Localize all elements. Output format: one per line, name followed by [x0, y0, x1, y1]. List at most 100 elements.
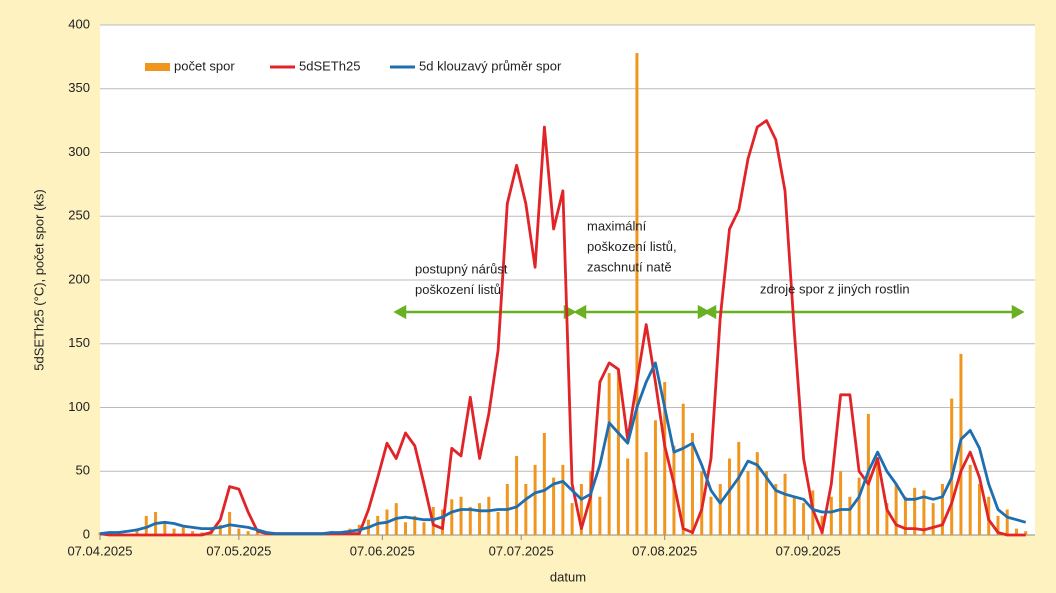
x-tick-label: 07.08.2025 [632, 543, 697, 558]
bar [876, 458, 880, 535]
y-tick-label: 250 [68, 208, 90, 223]
bar [246, 531, 250, 535]
bar [468, 506, 472, 535]
annotation: maximální [587, 218, 647, 233]
bar [403, 522, 407, 535]
bar [839, 471, 843, 535]
bar [765, 471, 769, 535]
bar [940, 484, 944, 535]
bar [376, 515, 380, 535]
y-tick-label: 350 [68, 80, 90, 95]
bar [774, 484, 778, 535]
legend-label: 5dSETh25 [299, 58, 360, 73]
bar [1005, 509, 1009, 535]
bar [663, 382, 667, 535]
y-tick-label: 200 [68, 271, 90, 286]
bar [931, 503, 935, 535]
bar [478, 503, 482, 535]
bar [848, 496, 852, 535]
line [99, 361, 1027, 536]
bar [885, 503, 889, 535]
bar [903, 496, 907, 535]
y-axis-label: 5dSETh25 (°C), počet spor (ks) [31, 189, 46, 371]
x-tick-label: 07.04.2025 [67, 543, 132, 558]
x-tick-label: 07.06.2025 [350, 543, 415, 558]
bar [237, 528, 241, 535]
arrows [393, 304, 1025, 320]
bar [690, 433, 694, 535]
line [99, 119, 1026, 537]
bar [218, 524, 222, 535]
bar [459, 496, 463, 535]
bar [422, 522, 426, 535]
bar [922, 490, 926, 535]
y-tick-label: 0 [83, 526, 90, 541]
bar [737, 441, 741, 535]
y-tick-label: 50 [76, 463, 90, 478]
annotation: poškození listů, [587, 239, 677, 254]
bar [1014, 528, 1018, 535]
bar [515, 455, 519, 535]
bar [589, 471, 593, 535]
bar [552, 477, 556, 535]
annotation: postupný nárůst [415, 261, 508, 276]
bar [487, 496, 491, 535]
bar [533, 464, 537, 535]
bar [561, 464, 565, 535]
bar [829, 496, 833, 535]
bar [144, 515, 148, 535]
bar [977, 484, 981, 535]
bar [450, 499, 454, 535]
y-tick-label: 150 [68, 335, 90, 350]
bar [635, 53, 639, 536]
legend-label: počet spor [174, 58, 235, 73]
bar [857, 477, 861, 535]
x-tick-label: 07.05.2025 [206, 543, 271, 558]
bar [950, 398, 954, 535]
bar [996, 515, 1000, 535]
bar [894, 484, 898, 535]
bar [255, 532, 259, 535]
bar [542, 433, 546, 535]
legend-swatch [145, 63, 170, 71]
bar [709, 496, 713, 535]
legend-label: 5d klouzavý průměr spor [419, 58, 562, 73]
bar [718, 484, 722, 535]
bar [616, 369, 620, 535]
bar [579, 484, 583, 535]
bar [792, 496, 796, 535]
bar [681, 403, 685, 535]
bar [172, 528, 176, 535]
y-tick-label: 400 [68, 16, 90, 31]
bar [598, 496, 602, 535]
bar [607, 373, 611, 535]
bar [413, 515, 417, 535]
bar [746, 471, 750, 535]
x-tick-label: 07.07.2025 [489, 543, 554, 558]
annotation: poškození listů [415, 282, 501, 297]
bar [728, 458, 732, 535]
bar [135, 528, 139, 535]
bar [755, 452, 759, 535]
bar [524, 484, 528, 535]
x-tick-label: 07.09.2025 [776, 543, 841, 558]
bar [968, 464, 972, 535]
bar [802, 503, 806, 535]
x-axis-label: datum [550, 569, 586, 584]
bar [653, 420, 657, 535]
bar [644, 452, 648, 535]
bar [181, 527, 185, 535]
bar [783, 473, 787, 535]
bar [913, 487, 917, 535]
bar [191, 531, 195, 535]
bar [570, 503, 574, 535]
bar [496, 512, 500, 535]
bar [626, 458, 630, 535]
y-tick-label: 100 [68, 399, 90, 414]
bar [163, 522, 167, 535]
y-tick-label: 300 [68, 144, 90, 159]
annotation: zaschnutí natě [587, 259, 672, 274]
annotation: zdroje spor z jiných rostlin [760, 281, 910, 296]
bar [1024, 531, 1028, 535]
